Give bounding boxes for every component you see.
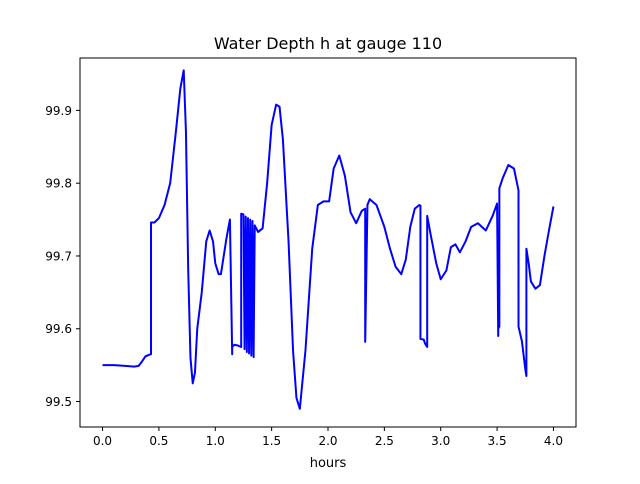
x-tick-label: 1.5 <box>262 434 281 448</box>
x-tick-label: 0.0 <box>93 434 112 448</box>
x-axis-label: hours <box>310 456 347 471</box>
x-tick-label: 1.0 <box>206 434 225 448</box>
x-tick-label: 3.5 <box>488 434 507 448</box>
axes: 0.0 0.5 1.0 1.5 2.0 2.5 3.0 3.5 4.0 99.5 99.6 99.7 9… <box>45 57 577 448</box>
x-tick-label: 0.5 <box>149 434 168 448</box>
y-tick-label: 99.8 <box>45 177 72 191</box>
y-tick-label: 99.7 <box>45 249 72 263</box>
x-tick-label: 4.0 <box>544 434 563 448</box>
plot-area <box>102 69 555 410</box>
chart-title: Water Depth h at gauge 110 <box>214 34 442 53</box>
series-line-1 <box>102 69 555 410</box>
y-tick-label: 99.6 <box>45 322 72 336</box>
y-tick-label: 99.5 <box>45 395 72 409</box>
x-tick-label: 2.0 <box>318 434 337 448</box>
y-tick-label: 99.9 <box>45 104 72 118</box>
x-tick-label: 3.0 <box>431 434 450 448</box>
x-tick-label: 2.5 <box>375 434 394 448</box>
